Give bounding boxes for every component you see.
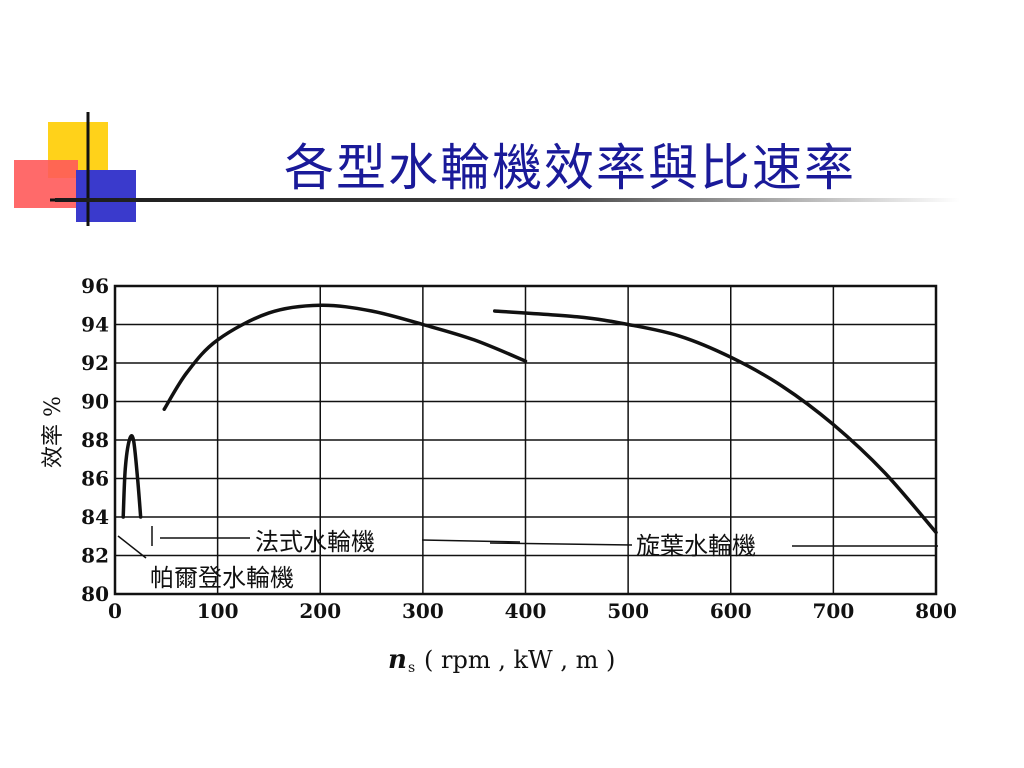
x-tick-label: 700 — [813, 599, 855, 623]
x-tick-label: 600 — [710, 599, 752, 623]
y-tick-label: 96 — [81, 274, 109, 298]
x-tick-label: 800 — [915, 599, 957, 623]
kaplan-range-arrow-left — [489, 542, 633, 546]
x-tick-label: 200 — [299, 599, 341, 623]
pelton-label: 帕爾登水輪機 — [150, 564, 294, 592]
y-tick-label: 80 — [81, 582, 109, 606]
y-tick-label: 92 — [81, 351, 109, 375]
francis-label: 法式水輪機 — [255, 528, 375, 556]
francis-curve — [162, 303, 528, 411]
y-tick-label: 84 — [81, 505, 109, 529]
slide-title: 各型水輪機效率與比速率 — [284, 139, 856, 197]
x-axis-label: n — [388, 645, 407, 675]
y-tick-label: 86 — [81, 467, 109, 491]
chart-series — [121, 303, 938, 535]
x-tick-label: 0 — [108, 599, 122, 623]
annotation-band: 法式水輪機 旋葉水輪機 帕爾登水輪機 — [117, 526, 938, 592]
y-tick-label: 94 — [81, 313, 109, 337]
kaplan-curve — [492, 309, 938, 535]
chart-grid — [113, 284, 938, 596]
x-tick-label: 400 — [505, 599, 547, 623]
logo-blue-square — [76, 170, 136, 222]
kaplan-label: 旋葉水輪機 — [636, 532, 756, 560]
y-axis-label: 效率 % — [41, 396, 66, 468]
y-tick-label: 82 — [81, 544, 109, 568]
pelton-curve — [121, 434, 143, 519]
chart-tick-labels: 0 100 200 300 400 500 600 700 800 80 82 84 86 88 90 92 9… — [81, 274, 957, 623]
x-tick-label: 100 — [197, 599, 239, 623]
x-tick-label: 500 — [607, 599, 649, 623]
x-axis-label-sub: s — [408, 660, 415, 676]
x-axis-units: ( rpm , kW , m ) — [424, 646, 615, 674]
pelton-range-arrow — [117, 535, 147, 559]
title-underline — [55, 198, 960, 202]
x-tick-label: 300 — [402, 599, 444, 623]
y-tick-label: 88 — [81, 428, 109, 452]
francis-range-arrow-right — [421, 539, 521, 543]
y-tick-label: 90 — [81, 390, 109, 414]
